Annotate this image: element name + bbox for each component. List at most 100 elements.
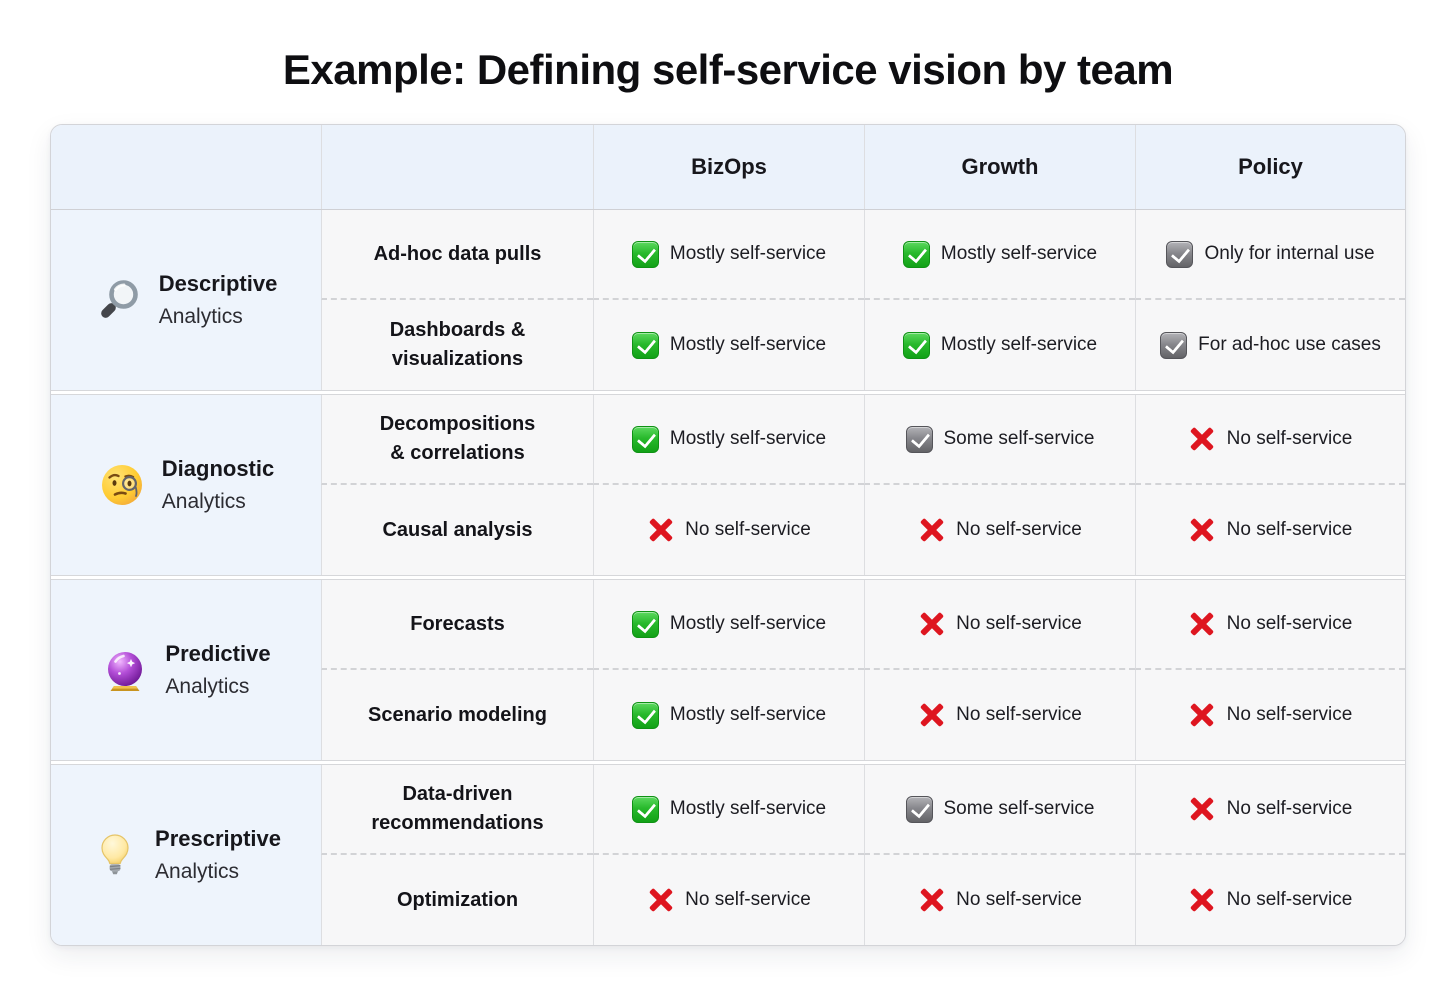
status-icon bbox=[1166, 240, 1194, 268]
status-text: For ad-hoc use cases bbox=[1198, 334, 1381, 355]
status-text: No self-service bbox=[1226, 519, 1353, 540]
status-cell: No self-service bbox=[864, 485, 1135, 575]
capability-label: Dashboards & visualizations bbox=[321, 300, 593, 390]
status-icon bbox=[1189, 426, 1216, 453]
capability-label: Optimization bbox=[321, 855, 593, 945]
status-cell: Mostly self-service bbox=[864, 210, 1135, 300]
light-bulb-icon bbox=[91, 831, 139, 879]
status-text: No self-service bbox=[685, 889, 811, 910]
capability-label: Data-driven recommendations bbox=[321, 765, 593, 855]
status-text: Mostly self-service bbox=[669, 704, 827, 725]
status-text: Mostly self-service bbox=[669, 798, 827, 819]
page-title: Example: Defining self-service vision by… bbox=[282, 46, 1174, 93]
status-icon bbox=[1189, 517, 1216, 544]
column-header-policy: Policy bbox=[1135, 125, 1405, 209]
capability-label: Forecasts bbox=[321, 580, 593, 670]
header-spacer-capability bbox=[321, 125, 593, 209]
status-text: Mostly self-service bbox=[669, 613, 827, 634]
capability-label: Causal analysis bbox=[321, 485, 593, 575]
status-text: No self-service bbox=[1226, 798, 1353, 819]
status-cell: No self-service bbox=[1135, 765, 1405, 855]
status-text: No self-service bbox=[956, 889, 1082, 910]
status-icon bbox=[905, 795, 933, 823]
status-cell: No self-service bbox=[864, 580, 1135, 670]
status-cell: No self-service bbox=[864, 670, 1135, 760]
status-cell: No self-service bbox=[1135, 580, 1405, 670]
analytics-type-label: Descriptive Analytics bbox=[158, 270, 278, 328]
status-icon bbox=[631, 610, 659, 638]
status-text: No self-service bbox=[956, 519, 1082, 540]
status-icon bbox=[647, 517, 674, 544]
status-icon bbox=[918, 702, 945, 729]
row-group-diagnostic: Diagnostic Analytics Decompositions & co… bbox=[51, 395, 1405, 575]
header-spacer-type bbox=[51, 125, 321, 209]
status-text: No self-service bbox=[1226, 428, 1353, 449]
analytics-type-label: Diagnostic Analytics bbox=[161, 455, 275, 513]
analytics-type-label: Prescriptive Analytics bbox=[155, 825, 281, 883]
status-cell: No self-service bbox=[593, 485, 864, 575]
status-text: No self-service bbox=[1226, 889, 1353, 910]
status-cell: Mostly self-service bbox=[593, 580, 864, 670]
status-icon bbox=[918, 611, 945, 638]
group-divider bbox=[51, 760, 1405, 765]
status-text: Only for internal use bbox=[1204, 243, 1375, 264]
status-cell: Mostly self-service bbox=[593, 210, 864, 300]
status-cell: Mostly self-service bbox=[593, 300, 864, 390]
status-cell: No self-service bbox=[1135, 670, 1405, 760]
status-icon bbox=[631, 240, 659, 268]
column-header-bizops: BizOps bbox=[593, 125, 864, 209]
status-cell: No self-service bbox=[1135, 395, 1405, 485]
status-icon bbox=[1189, 796, 1216, 823]
status-cell: Mostly self-service bbox=[864, 300, 1135, 390]
status-text: Mostly self-service bbox=[669, 243, 827, 264]
group-divider bbox=[51, 575, 1405, 580]
status-icon bbox=[631, 331, 659, 359]
status-cell: No self-service bbox=[1135, 485, 1405, 575]
row-group-descriptive: Descriptive Analytics Ad-hoc data pulls … bbox=[51, 210, 1405, 390]
status-text: No self-service bbox=[1226, 704, 1353, 725]
column-header-growth: Growth bbox=[864, 125, 1135, 209]
status-cell: Mostly self-service bbox=[593, 395, 864, 485]
status-text: No self-service bbox=[956, 704, 1082, 725]
row-group-prescriptive: Prescriptive Analytics Data-driven recom… bbox=[51, 765, 1405, 945]
status-icon bbox=[1160, 331, 1188, 359]
status-icon bbox=[905, 425, 933, 453]
face-with-monocle-icon bbox=[98, 461, 146, 509]
status-icon bbox=[631, 701, 659, 729]
row-group-predictive: Predictive Analytics Forecasts Mostly se… bbox=[51, 580, 1405, 760]
status-icon bbox=[631, 795, 659, 823]
status-icon bbox=[902, 240, 930, 268]
status-cell: No self-service bbox=[864, 855, 1135, 945]
group-divider bbox=[51, 390, 1405, 395]
status-cell: For ad-hoc use cases bbox=[1135, 300, 1405, 390]
status-cell: Only for internal use bbox=[1135, 210, 1405, 300]
status-text: No self-service bbox=[956, 613, 1082, 634]
status-cell: Mostly self-service bbox=[593, 670, 864, 760]
status-icon bbox=[1189, 611, 1216, 638]
analytics-type-cell: Descriptive Analytics bbox=[51, 210, 321, 390]
status-icon bbox=[918, 517, 945, 544]
analytics-type-cell: Diagnostic Analytics bbox=[51, 395, 321, 575]
status-text: Mostly self-service bbox=[669, 334, 827, 355]
magnifying-glass-icon bbox=[95, 276, 143, 324]
status-text: Some self-service bbox=[943, 428, 1095, 449]
status-cell: Some self-service bbox=[864, 765, 1135, 855]
self-service-vision-table: BizOps Growth Policy Descriptive Analyti… bbox=[50, 124, 1406, 946]
status-cell: No self-service bbox=[593, 855, 864, 945]
crystal-ball-icon bbox=[101, 646, 149, 694]
status-icon bbox=[1189, 887, 1216, 914]
status-icon bbox=[918, 887, 945, 914]
status-cell: No self-service bbox=[1135, 855, 1405, 945]
status-cell: Mostly self-service bbox=[593, 765, 864, 855]
analytics-type-cell: Predictive Analytics bbox=[51, 580, 321, 760]
status-text: Some self-service bbox=[943, 798, 1095, 819]
capability-label: Decompositions & correlations bbox=[321, 395, 593, 485]
status-text: Mostly self-service bbox=[940, 243, 1098, 264]
status-text: No self-service bbox=[1226, 613, 1353, 634]
status-cell: Some self-service bbox=[864, 395, 1135, 485]
capability-label: Ad-hoc data pulls bbox=[321, 210, 593, 300]
analytics-type-label: Predictive Analytics bbox=[165, 640, 271, 698]
status-text: No self-service bbox=[685, 519, 811, 540]
status-icon bbox=[1189, 702, 1216, 729]
